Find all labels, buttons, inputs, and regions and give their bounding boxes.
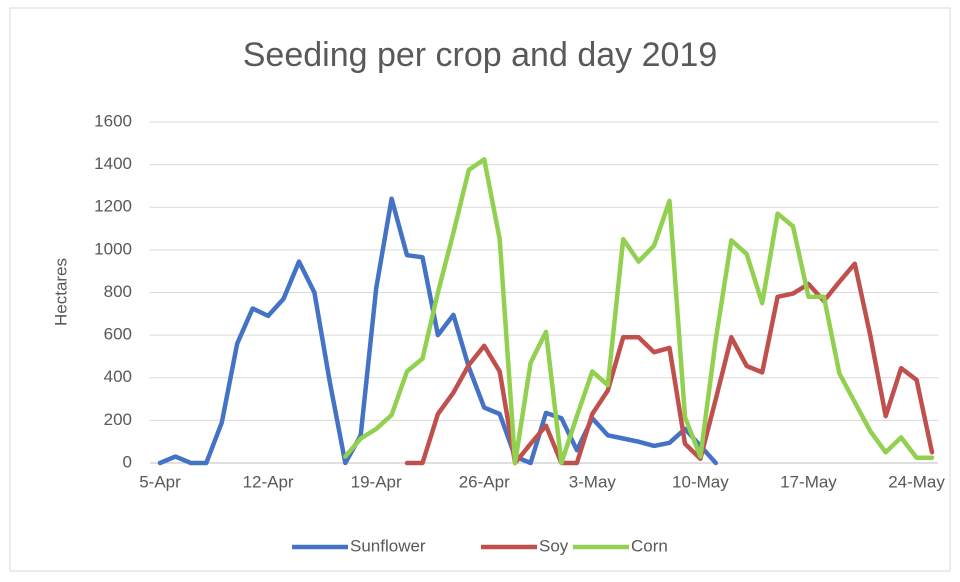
y-tick-label: 800 — [104, 282, 132, 301]
x-tick-label: 26-Apr — [459, 472, 510, 491]
y-axis-label: Hectares — [51, 258, 70, 326]
y-tick-label: 400 — [104, 367, 132, 386]
x-tick-label: 17-May — [780, 472, 837, 491]
chart-title: Seeding per crop and day 2019 — [243, 36, 717, 74]
legend-label: Soy — [539, 536, 569, 555]
series-line — [157, 196, 719, 466]
x-tick-label: 3-May — [569, 472, 617, 491]
x-tick-label: 10-May — [672, 472, 729, 491]
y-tick-label: 1400 — [94, 154, 132, 173]
x-tick-label: 12-Apr — [243, 472, 294, 491]
x-tick-label: 19-Apr — [351, 472, 402, 491]
x-tick-label: 5-Apr — [139, 472, 181, 491]
chart-frame — [9, 7, 951, 572]
y-tick-label: 1600 — [94, 111, 132, 130]
legend-label: Corn — [631, 536, 668, 555]
legend-label: Sunflower — [350, 536, 426, 555]
series-line — [343, 157, 935, 466]
x-tick-label: 24-May — [888, 472, 945, 491]
series-line — [404, 261, 935, 466]
y-tick-label: 1200 — [94, 197, 132, 216]
y-tick-label: 600 — [104, 325, 132, 344]
y-tick-label: 0 — [123, 452, 132, 471]
y-tick-label: 200 — [104, 410, 132, 429]
y-tick-label: 1000 — [94, 239, 132, 258]
